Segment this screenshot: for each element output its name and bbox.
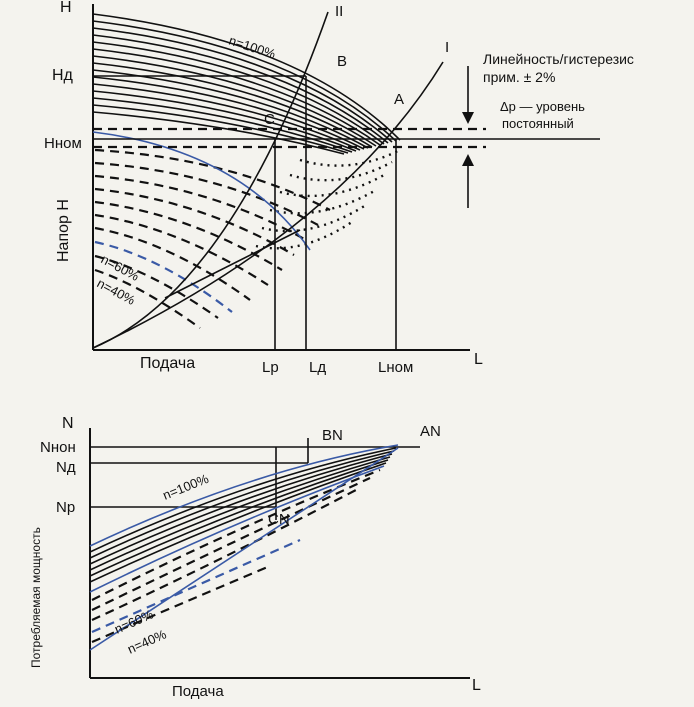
nnom-tick-label: Nнон [40,439,76,456]
bottom-chart: N L Nнон Nд Nр Потребляемая мощность Под… [29,415,481,700]
note-linearity: Линейность/гистерезис [483,51,634,67]
note-approx: прим. ± 2% [483,69,555,85]
curve-ii-label: II [335,3,343,20]
arrow-down-icon [462,112,474,124]
bottom-n40-label: n=40% [125,626,169,656]
bottom-x-axis-end-label: L [472,677,481,694]
top-x-axis-end-label: L [474,351,483,368]
lp-tick-label: Lр [262,359,279,376]
nd-tick-label: Nд [56,459,76,476]
head-blue-curve [92,131,311,251]
system-curve-i [92,61,444,349]
power-blue-line [89,447,399,651]
bottom-y-axis-label: Потребляемая мощность [29,527,43,668]
np-tick-label: Nр [56,499,75,516]
top-y-axis-end-label: Н [60,0,72,16]
power-curve-fan [89,444,399,593]
note-constant: постоянный [502,116,574,131]
head-dashed-curves [94,148,401,329]
ld-tick-label: Lд [309,359,326,376]
head-curve-fan [92,13,401,155]
system-curve-lower [164,229,301,299]
bottom-y-axis-end-label: N [62,415,74,432]
top-y-axis-label: Напор Н [55,199,72,262]
top-x-axis-label: Подача [140,355,195,372]
point-bn-label: BN [322,427,343,444]
point-c-label: C [264,111,275,128]
arrow-up-icon [462,154,474,166]
point-an-label: AN [420,423,441,440]
point-a-label: A [394,91,404,108]
curve-i-label: I [445,39,449,56]
point-cn-label: CN [268,511,290,528]
lnom-tick-label: Lном [378,359,413,376]
note-delta: Δр — уровень [500,99,585,114]
system-curve-ii [92,11,329,349]
point-b-label: B [337,53,347,70]
top-chart: Н L Нд Нном Напор Н Подача Lр Lд Lном n=… [44,0,634,376]
bottom-x-axis-label: Подача [172,683,224,700]
hd-tick-label: Нд [52,67,74,84]
hnom-tick-label: Нном [44,135,82,152]
